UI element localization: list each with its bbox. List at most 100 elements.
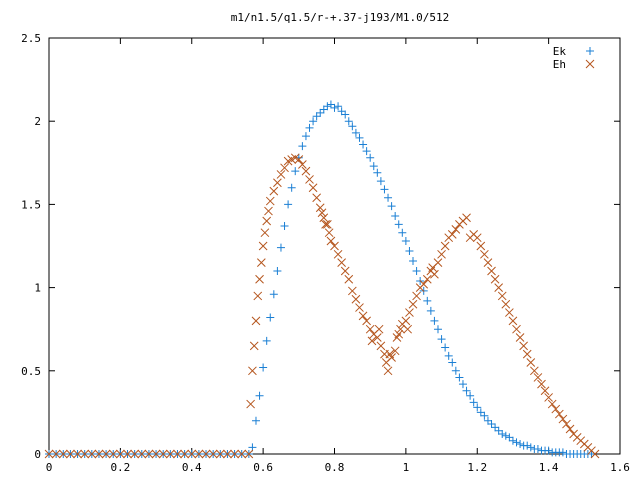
data-point-ek — [426, 306, 435, 315]
data-point-ek — [480, 411, 489, 420]
data-point-ek — [341, 110, 350, 119]
data-point-eh — [51, 449, 61, 459]
legend-marker-eh — [585, 59, 595, 69]
data-point-ek — [409, 256, 418, 265]
data-point-ek — [401, 237, 410, 246]
data-point-eh — [590, 449, 600, 459]
data-point-eh — [529, 366, 539, 376]
data-point-ek — [523, 441, 532, 450]
data-point-eh — [487, 266, 496, 276]
data-point-eh — [367, 336, 377, 346]
data-point-eh — [376, 341, 386, 351]
data-point-eh — [372, 333, 382, 342]
data-point-eh — [340, 266, 350, 276]
data-point-eh — [246, 399, 255, 409]
legend-label-ek: Ek — [553, 45, 567, 58]
data-point-eh — [158, 449, 168, 459]
data-point-eh — [208, 449, 218, 459]
data-point-ek — [255, 391, 264, 400]
data-point-ek — [266, 313, 275, 322]
data-point-ek — [316, 108, 325, 117]
data-point-eh — [137, 449, 147, 459]
data-point-eh — [497, 291, 507, 301]
data-point-eh — [108, 449, 118, 459]
data-point-eh — [249, 341, 259, 351]
data-point-ek — [508, 436, 517, 445]
data-point-ek — [444, 351, 453, 360]
x-tick-label: 0.6 — [253, 461, 273, 474]
data-point-ek — [326, 100, 335, 109]
data-point-ek — [273, 266, 282, 275]
data-point-ek — [301, 132, 310, 141]
data-point-eh — [248, 366, 257, 376]
data-point-ek — [394, 220, 403, 229]
data-point-ek — [387, 202, 396, 211]
y-tick-label: 1.5 — [21, 198, 41, 211]
data-point-eh — [403, 324, 413, 334]
data-point-eh — [480, 249, 489, 259]
data-point-eh — [280, 163, 289, 173]
data-point-eh — [430, 269, 439, 279]
data-point-ek — [458, 380, 467, 389]
data-point-eh — [264, 206, 273, 216]
y-tick-label: 1 — [34, 282, 41, 295]
data-point-eh — [565, 424, 575, 434]
data-point-eh — [437, 249, 446, 259]
data-point-eh — [451, 225, 461, 234]
data-point-eh — [258, 241, 268, 251]
data-point-ek — [369, 162, 378, 171]
data-point-eh — [237, 449, 247, 459]
data-point-eh — [533, 373, 543, 382]
data-point-ek — [334, 102, 343, 111]
data-point-eh — [260, 228, 270, 238]
data-point-eh — [387, 353, 396, 362]
data-point-eh — [419, 279, 429, 289]
legend-marker-ek — [586, 47, 594, 55]
data-point-eh — [101, 449, 111, 459]
data-point-eh — [351, 294, 361, 304]
data-point-eh — [80, 449, 90, 459]
data-point-eh — [347, 286, 357, 296]
data-point-ek — [291, 167, 300, 176]
data-point-ek — [491, 423, 500, 432]
data-point-eh — [422, 274, 432, 284]
x-tick-label: 1.4 — [539, 461, 559, 474]
data-point-eh — [519, 341, 528, 351]
data-point-ek — [330, 103, 339, 112]
legend-label-eh: Eh — [553, 58, 566, 71]
x-tick-label: 0.8 — [325, 461, 345, 474]
data-point-eh — [337, 258, 346, 267]
data-point-ek — [423, 296, 432, 305]
data-point-eh — [116, 449, 125, 459]
series-layer — [44, 100, 600, 459]
data-point-eh — [326, 236, 336, 246]
data-point-ek — [512, 438, 521, 447]
data-point-eh — [215, 449, 225, 459]
data-point-ek — [476, 408, 485, 417]
data-point-ek — [430, 316, 439, 325]
data-point-ek — [287, 183, 296, 192]
data-point-ek — [526, 443, 535, 452]
data-point-ek — [298, 142, 307, 151]
data-point-ek — [269, 290, 278, 299]
data-point-eh — [276, 170, 286, 179]
data-point-eh — [390, 346, 400, 356]
data-point-eh — [269, 186, 279, 196]
data-point-eh — [312, 193, 322, 203]
data-point-ek — [262, 336, 271, 345]
data-point-ek — [533, 445, 542, 454]
data-point-eh — [515, 333, 525, 342]
data-point-eh — [447, 229, 457, 239]
series-eh — [44, 153, 600, 459]
data-point-ek — [259, 363, 268, 372]
data-point-eh — [501, 299, 511, 309]
data-point-eh — [537, 379, 546, 389]
data-point-eh — [253, 291, 263, 301]
data-point-eh — [73, 449, 82, 459]
data-point-eh — [330, 241, 339, 251]
data-point-eh — [94, 449, 104, 459]
data-point-ek — [373, 168, 382, 177]
data-point-eh — [554, 409, 564, 419]
